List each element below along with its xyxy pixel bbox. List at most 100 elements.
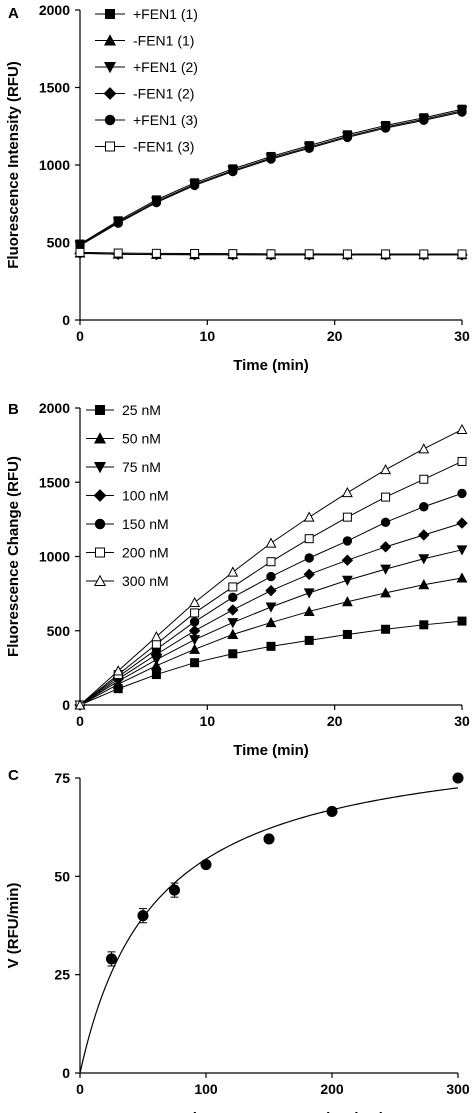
data-point — [419, 620, 429, 630]
x-tick-label: 0 — [76, 1081, 84, 1097]
data-point — [304, 249, 314, 259]
data-point — [381, 249, 391, 259]
data-point — [190, 249, 200, 259]
y-tick-label: 1000 — [39, 549, 70, 565]
series-5 — [75, 247, 467, 259]
data-point-group — [168, 882, 181, 898]
data-point — [265, 537, 277, 548]
data-point — [227, 566, 239, 577]
panel-letter: C — [8, 767, 19, 784]
x-tick-label: 10 — [200, 328, 216, 344]
legend-marker — [93, 574, 107, 586]
data-point — [228, 592, 238, 603]
data-point — [265, 584, 277, 597]
data-point — [326, 805, 338, 817]
data-point — [452, 772, 464, 784]
panel-letter: A — [8, 5, 19, 22]
legend-item: +FEN1 (1) — [95, 6, 198, 22]
x-tick-label: 0 — [76, 328, 84, 344]
data-point — [228, 582, 238, 592]
data-point — [266, 571, 276, 582]
legend-item: -FEN1 (1) — [95, 33, 194, 49]
data-point — [341, 596, 353, 607]
data-point — [380, 463, 392, 475]
y-tick-label: 500 — [47, 623, 71, 639]
legend-item: 300 nM — [86, 573, 169, 589]
data-point-group — [263, 833, 275, 845]
data-point — [303, 511, 315, 522]
data-point — [190, 608, 200, 618]
data-point — [113, 248, 123, 258]
data-point — [457, 107, 467, 117]
x-axis-title: Time (min) — [233, 357, 309, 374]
data-point — [74, 699, 86, 710]
data-point — [457, 456, 467, 466]
data-point — [75, 247, 85, 257]
y-tick-label: 500 — [47, 235, 71, 251]
data-point — [265, 616, 277, 628]
panel-c: C 0 100 200 300 0 25 50 75 Substrate Concentratio… — [5, 767, 470, 1113]
data-point — [151, 670, 161, 680]
legend: 25 nM 50 nM 75 nM 100 nM 150 nM 200 nM 300 nM — [86, 402, 169, 589]
fit-curve — [79, 787, 459, 1074]
series-2 — [74, 106, 468, 251]
data-point — [266, 641, 276, 651]
y-tick-label: 0 — [62, 1065, 70, 1081]
legend-label: 100 nM — [122, 488, 169, 504]
data-point — [341, 575, 353, 586]
data-point — [151, 639, 161, 649]
legend-label: 150 nM — [122, 516, 169, 532]
data-point — [419, 474, 429, 484]
legend-label: 75 nM — [122, 459, 161, 475]
data-point — [266, 557, 276, 567]
data-point-group — [105, 951, 118, 967]
legend-label: +FEN1 (1) — [133, 6, 198, 22]
legend-marker — [93, 489, 107, 502]
series-0 — [75, 616, 467, 710]
data-point — [304, 534, 314, 544]
data-point — [381, 492, 391, 502]
data-point — [263, 833, 275, 845]
data-point — [342, 629, 352, 639]
data-point — [228, 249, 238, 259]
data-point — [381, 624, 391, 634]
legend-label: -FEN1 (3) — [133, 139, 194, 155]
data-point — [188, 625, 201, 637]
x-tick-label: 30 — [454, 713, 470, 729]
data-point — [380, 123, 391, 133]
legend-marker — [105, 9, 115, 19]
data-point-group — [326, 805, 338, 817]
legend-label: 50 nM — [122, 431, 161, 447]
legend-label: -FEN1 (2) — [133, 86, 194, 102]
legend-marker — [104, 114, 116, 126]
legend-item: 150 nM — [86, 516, 169, 532]
x-tick-label: 30 — [454, 328, 470, 344]
legend-item: +FEN1 (3) — [95, 112, 198, 128]
y-tick-label: 75 — [54, 770, 70, 786]
legend-label: +FEN1 (3) — [133, 112, 198, 128]
data-point — [303, 588, 315, 599]
series-line — [79, 108, 463, 245]
y-axis-title: Fluorescence Intensity (RFU) — [5, 61, 22, 269]
data-point — [189, 635, 201, 646]
data-point — [304, 553, 314, 563]
data-point — [419, 249, 429, 259]
data-point — [150, 631, 162, 642]
series-line — [79, 577, 463, 706]
legend-marker — [103, 87, 117, 100]
legend-label: -FEN1 (1) — [133, 33, 194, 49]
data-point — [304, 635, 314, 645]
data-point — [265, 602, 277, 613]
data-point — [227, 604, 239, 616]
data-point — [419, 502, 429, 512]
data-point — [266, 154, 276, 164]
data-point — [342, 512, 352, 522]
panel-a: A 0 10 20 30 0 500 1000 1500 2000 Time (min) Fluore… — [5, 2, 470, 374]
legend: +FEN1 (1) -FEN1 (1) +FEN1 (2) -FEN1 (2) +FEN… — [95, 6, 198, 155]
legend-item: 50 nM — [86, 431, 161, 447]
data-point — [380, 517, 391, 528]
legend-marker — [95, 547, 105, 558]
legend-marker — [103, 34, 117, 46]
y-tick-label: 0 — [62, 697, 70, 713]
